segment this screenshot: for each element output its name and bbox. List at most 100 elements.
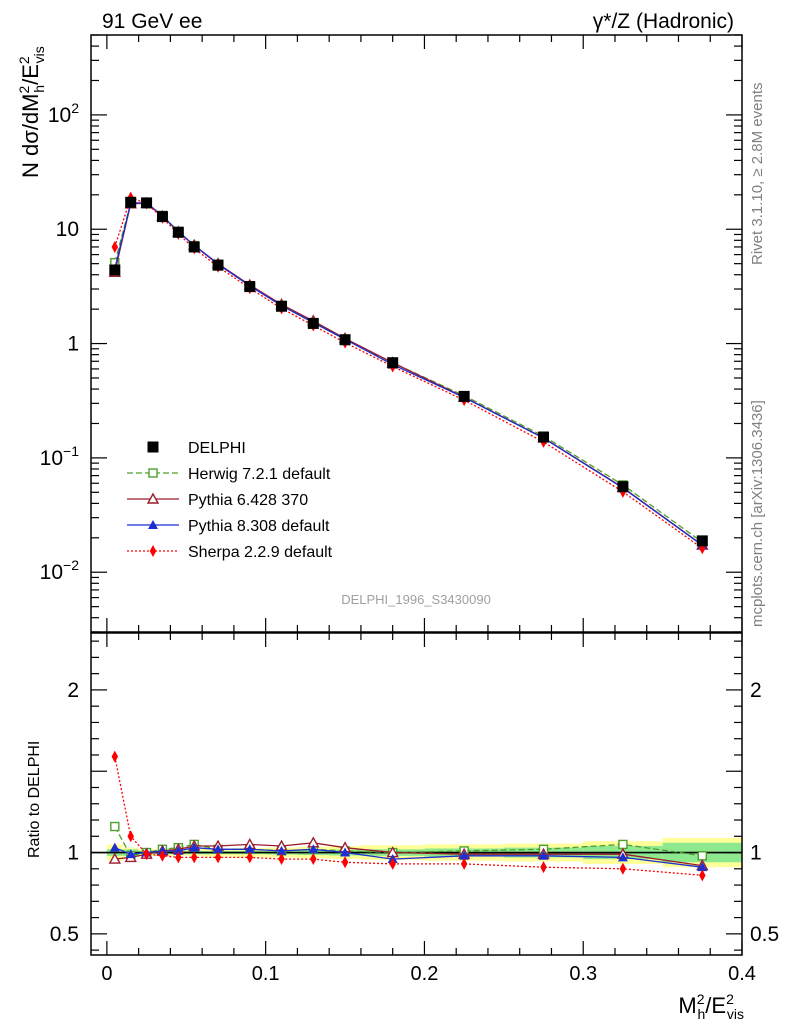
main-y-tick-label: 1 [67,333,79,356]
ratio-point-pythia-8-308-default [189,842,200,852]
ratio-line-sherpa-2-2-9-default [114,756,703,876]
ratio-point-pythia-8-308-default [109,842,120,852]
ratio-point-sherpa-2-2-9-default [278,853,285,866]
header-right-label: γ*/Z (Hadronic) [593,10,734,33]
main-plot-frame [90,34,743,633]
rivet-info-label: Rivet 3.1.10, ≥ 2.8M events [749,83,766,266]
ratio-y-tick-label: 1 [67,842,79,865]
legend-marker-sherpa-2-2-9-default [149,545,157,557]
legend-label-delphi: DELPHI [188,440,246,457]
main-y-axis-label: N dσ/dM2h/E2vis [16,46,47,178]
ratio-point-herwig-7-2-1-default [618,839,628,850]
ratio-line-pythia-6-428-370 [114,842,703,867]
ratio-y-tick-label-right: 1 [750,842,762,865]
legend-marker-pythia-6-428-370 [146,492,160,504]
ratio-point-sherpa-2-2-9-default [341,856,349,869]
ratio-point-pythia-8-308-default [125,849,136,859]
legend-label-pythia-8-308-default: Pythia 8.308 default [188,518,330,535]
ratio-plot-frame [90,632,743,956]
main-series-layer [108,191,709,555]
ratio-point-sherpa-2-2-9-default [127,830,134,843]
main-point-delphi [387,357,399,369]
ratio-point-sherpa-2-2-9-default [214,851,222,864]
main-point-delphi [109,264,121,276]
ratio-line-pythia-8-308-default [114,847,703,868]
ratio-line-herwig-7-2-1-default [114,826,703,857]
legend-label-pythia-6-428-370: Pythia 6.428 370 [188,492,308,509]
main-y-tick-label: 10 [56,218,79,241]
legend-marker-pythia-8-308-default [148,520,158,529]
main-point-delphi [156,211,168,223]
ratio-point-sherpa-2-2-9-default [175,851,182,864]
ratio-point-herwig-7-2-1-default [697,851,708,861]
axis-ticks [91,34,743,955]
ratio-point-sherpa-2-2-9-default [699,869,706,882]
legend-marker-delphi [147,441,159,453]
main-point-delphi [307,317,319,329]
main-point-delphi [125,196,137,208]
main-point-delphi [617,481,629,493]
ratio-point-sherpa-2-2-9-default [159,849,166,862]
x-axis-label: M2 h/E2 vis [678,991,744,1022]
ratio-y-tick-label-right: 2 [750,679,762,702]
main-point-delphi [696,535,708,547]
x-tick-label: 0 [101,963,112,985]
header-left-label: 91 GeV ee [102,10,202,33]
ratio-point-pythia-8-308-default [697,862,708,872]
ratio-point-sherpa-2-2-9-default [190,851,198,864]
main-point-delphi [172,226,184,238]
ratio-point-pythia-8-308-default [459,850,470,860]
ratio-point-sherpa-2-2-9-default [143,848,150,861]
main-point-delphi [458,390,470,402]
ratio-series-layer [108,750,709,882]
legend-label-sherpa-2-2-9-default: Sherpa 2.2.9 default [188,544,333,561]
analysis-watermark: DELPHI_1996_S3430090 [341,592,491,607]
legend-marker-herwig-7-2-1-default [148,468,158,478]
main-point-delphi [244,281,256,293]
ratio-point-pythia-8-308-default [617,852,628,862]
ratio-point-pythia-8-308-default [173,845,184,855]
main-point-delphi [538,431,550,443]
legend-item-herwig-7-2-1-default: Herwig 7.2.1 default [127,466,331,483]
main-line-sherpa-2-2-9-default [114,196,703,549]
main-y-tick-label: 10−2 [40,557,80,584]
ratio-point-sherpa-2-2-9-default [310,853,317,866]
ratio-point-pythia-8-308-default [213,844,224,854]
main-y-tick-label: 102 [48,100,79,127]
main-point-delphi [188,241,200,253]
legend-label-herwig-7-2-1-default: Herwig 7.2.1 default [188,466,331,483]
ratio-y-tick-label: 2 [67,679,79,702]
ratio-point-sherpa-2-2-9-default [619,862,627,875]
legend-item-sherpa-2-2-9-default: Sherpa 2.2.9 default [127,544,333,561]
ratio-point-herwig-7-2-1-default [110,821,120,832]
x-tick-label: 0.4 [728,963,756,985]
ratio-y-tick-label-right: 0.5 [750,923,779,946]
x-tick-label: 0.1 [252,963,280,985]
ratio-point-pythia-8-308-default [244,844,255,854]
axis-tick-labels: 0 0.1 0.2 0.3 0.4 102 10 1 10−1 10−2 2 2 1 1 0.5 0.5 [40,100,780,985]
ratio-point-sherpa-2-2-9-default [246,851,254,864]
ratio-point-pythia-8-308-default [340,847,351,857]
ratio-point-sherpa-2-2-9-default [460,857,468,870]
main-point-delphi [276,300,288,312]
ratio-series-sherpa-2-2-9-default [111,750,706,882]
legend-item-delphi: DELPHI [147,440,246,457]
ratio-y-tick-label: 0.5 [50,923,79,946]
main-series-delphi [109,196,708,547]
legend-item-pythia-6-428-370: Pythia 6.428 370 [127,492,308,509]
ratio-point-sherpa-2-2-9-default [389,857,396,870]
x-tick-label: 0.3 [569,963,597,985]
ratio-point-pythia-8-308-default [276,845,287,855]
ratio-point-sherpa-2-2-9-default [111,750,119,763]
x-tick-label: 0.2 [411,963,439,985]
ratio-point-pythia-6-428-370 [108,852,122,864]
main-point-delphi [212,259,224,271]
ratio-point-sherpa-2-2-9-default [540,861,547,874]
main-point-delphi [141,197,153,209]
legend: DELPHI Herwig 7.2.1 default Pythia 6.428 3… [127,440,333,561]
main-line-pythia-8-308-default [114,202,703,546]
main-point-delphi [339,334,351,346]
mcplots-source-label: mcplots.cern.ch [arXiv:1306.3436] [749,400,766,627]
main-point-sherpa-2-2-9-default [111,240,119,253]
